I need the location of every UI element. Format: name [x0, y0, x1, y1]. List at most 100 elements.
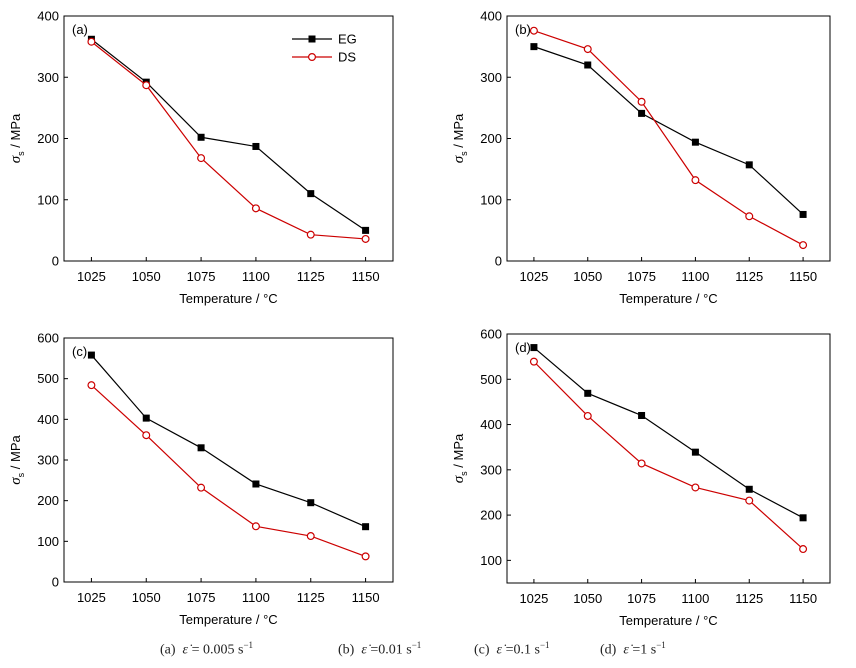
panel-c-ds-point — [251, 522, 260, 531]
caption-d-unit: s — [650, 642, 657, 658]
panel-b-y-tick-label: 0 — [495, 254, 502, 269]
panel-b-eg-point — [799, 210, 807, 218]
panel-d-y-tick-label: 400 — [480, 417, 502, 432]
panel-d-ds-point — [745, 496, 754, 505]
legend-ds-label: DS — [338, 50, 356, 65]
panel-d-eg-point — [584, 389, 592, 397]
panel-d-x-tick-label: 1100 — [681, 591, 709, 606]
panel-c-ds-point — [306, 532, 315, 541]
caption-c: (c) ε̇ =0.1 s−1 — [474, 640, 550, 658]
panel-c-y-tick-label: 0 — [52, 575, 59, 590]
panel-c-eg-point — [252, 480, 260, 488]
panel-c-y-tick-label: 500 — [37, 371, 59, 386]
caption-c-tag: (c) — [474, 642, 490, 658]
caption-d-value: 1 — [640, 642, 648, 658]
caption-a-exp: −1 — [243, 640, 254, 650]
panel-b-y-tick-label: 100 — [480, 192, 502, 207]
caption-b-exp: −1 — [411, 640, 422, 650]
panel-c-y-tick-label: 600 — [37, 331, 59, 346]
panel-a-x-axis-label: Temperature / °C — [179, 291, 277, 306]
panel-d-ds-point — [637, 459, 646, 468]
panel-a-y-tick-label: 100 — [37, 192, 59, 207]
caption-c-unit: s — [534, 642, 540, 658]
panel-d-x-tick-label: 1125 — [735, 591, 763, 606]
panel-b-eg-line — [533, 46, 804, 215]
caption-a-unit: s — [237, 642, 244, 658]
panel-d-plot-frame — [506, 333, 831, 584]
caption-row: (a) ε̇ = 0.005 s−1 (b) ε̇ =0.01 s−1 (c) … — [0, 636, 856, 664]
panel-b-x-tick-label: 1025 — [519, 269, 548, 284]
panel-c-y-tick-label: 300 — [37, 453, 59, 468]
legend-eg-marker — [308, 35, 316, 43]
caption-b: (b) ε̇ =0.01 s−1 — [338, 640, 422, 658]
caption-d-tag: (d) — [600, 642, 617, 658]
panel-b-eg-point — [745, 161, 753, 169]
panel-a-ds-point — [306, 230, 315, 239]
caption-b-symbol: ε̇ — [361, 642, 367, 658]
panel-a-y-axis-label: σs / MPa — [8, 113, 26, 163]
panel-d-y-tick-label: 100 — [480, 553, 502, 568]
panel-b-y-axis-label: σs / MPa — [451, 113, 469, 163]
panel-d-eg-point — [638, 411, 646, 419]
panel-d-y-axis-label: σs / MPa — [451, 433, 469, 483]
panel-a: 0 100 200 300 400 1025 1050 1075 1100 1125 1150 Tem… — [8, 9, 394, 306]
panel-c-eg-line — [90, 354, 366, 528]
panel-c-eg-point — [87, 351, 95, 359]
panel-a-legend: EG DS — [292, 32, 357, 65]
panel-c-eg-point — [197, 444, 205, 452]
panel-a-x-tick-label: 1100 — [242, 269, 270, 284]
panel-a-x-tick-label: 1025 — [77, 269, 106, 284]
panel-a-y-tick-label: 0 — [52, 254, 59, 269]
legend-eg-label: EG — [338, 32, 357, 47]
panel-c-ds-point — [197, 483, 206, 492]
panel-c-ds-line — [91, 384, 366, 557]
panel-d-y-tick-label: 300 — [480, 462, 502, 477]
panel-b: 0 100 200 300 400 1025 1050 1075 1100 1125 1150 Tem… — [451, 9, 831, 306]
panel-c-y-tick-label: 400 — [37, 412, 59, 427]
panel-b-eg-point — [638, 109, 646, 117]
panel-c-x-tick-label: 1075 — [187, 590, 216, 605]
panel-d-eg-point — [530, 344, 538, 352]
panel-a-ds-point — [87, 37, 96, 46]
panel-a-x-tick-label: 1075 — [187, 269, 216, 284]
panel-b-y-tick-label: 400 — [480, 9, 502, 24]
caption-d: (d) ε̇ =1 s−1 — [600, 640, 666, 658]
panel-c-x-tick-label: 1050 — [132, 590, 161, 605]
panel-c-plot-frame — [63, 337, 394, 583]
caption-b-unit: s — [406, 642, 412, 658]
panel-d: 100 200 300 400 500 600 1025 1050 1075 1100 1125 11… — [451, 327, 831, 628]
panel-a-ds-point — [251, 204, 260, 213]
panel-b-ds-point — [637, 97, 646, 106]
panel-d-ds-point — [691, 483, 700, 492]
caption-a-symbol: ε̇ — [182, 642, 189, 658]
panel-c-panel-label: (c) — [72, 344, 87, 359]
panel-b-x-tick-label: 1150 — [789, 269, 817, 284]
panel-a-ds-point — [361, 234, 370, 243]
panel-a-ds-line — [91, 41, 366, 240]
caption-d-symbol: ε̇ — [623, 642, 629, 658]
panel-d-eg-point — [799, 514, 807, 522]
panel-a-y-tick-label: 400 — [37, 9, 59, 24]
panel-d-ds-point — [583, 411, 592, 420]
panel-d-eg-point — [691, 448, 699, 456]
panel-c-eg-point — [362, 523, 370, 531]
panel-d-eg-line — [533, 347, 804, 519]
panel-a-y-tick-label: 300 — [37, 70, 59, 85]
panel-a-panel-label: (a) — [72, 22, 88, 37]
panel-b-eg-point — [584, 61, 592, 69]
panel-a-eg-point — [252, 142, 260, 150]
panel-d-ds-point — [799, 545, 808, 554]
panel-a-eg-point — [197, 133, 205, 141]
panel-a-y-tick-label: 200 — [37, 131, 59, 146]
panel-c-ds-point — [87, 381, 96, 390]
panel-c-y-axis-label: σs / MPa — [8, 435, 26, 485]
caption-a-value: 0.005 — [202, 642, 235, 658]
panel-b-y-tick-label: 300 — [480, 70, 502, 85]
panel-c-ds-point — [361, 552, 370, 561]
panel-d-ds-point — [529, 357, 538, 366]
caption-c-value: 0.1 — [513, 642, 531, 658]
panel-b-x-tick-label: 1075 — [627, 269, 656, 284]
panel-b-x-tick-label: 1125 — [735, 269, 763, 284]
caption-a: (a) ε̇ = 0.005 s−1 — [160, 640, 254, 658]
